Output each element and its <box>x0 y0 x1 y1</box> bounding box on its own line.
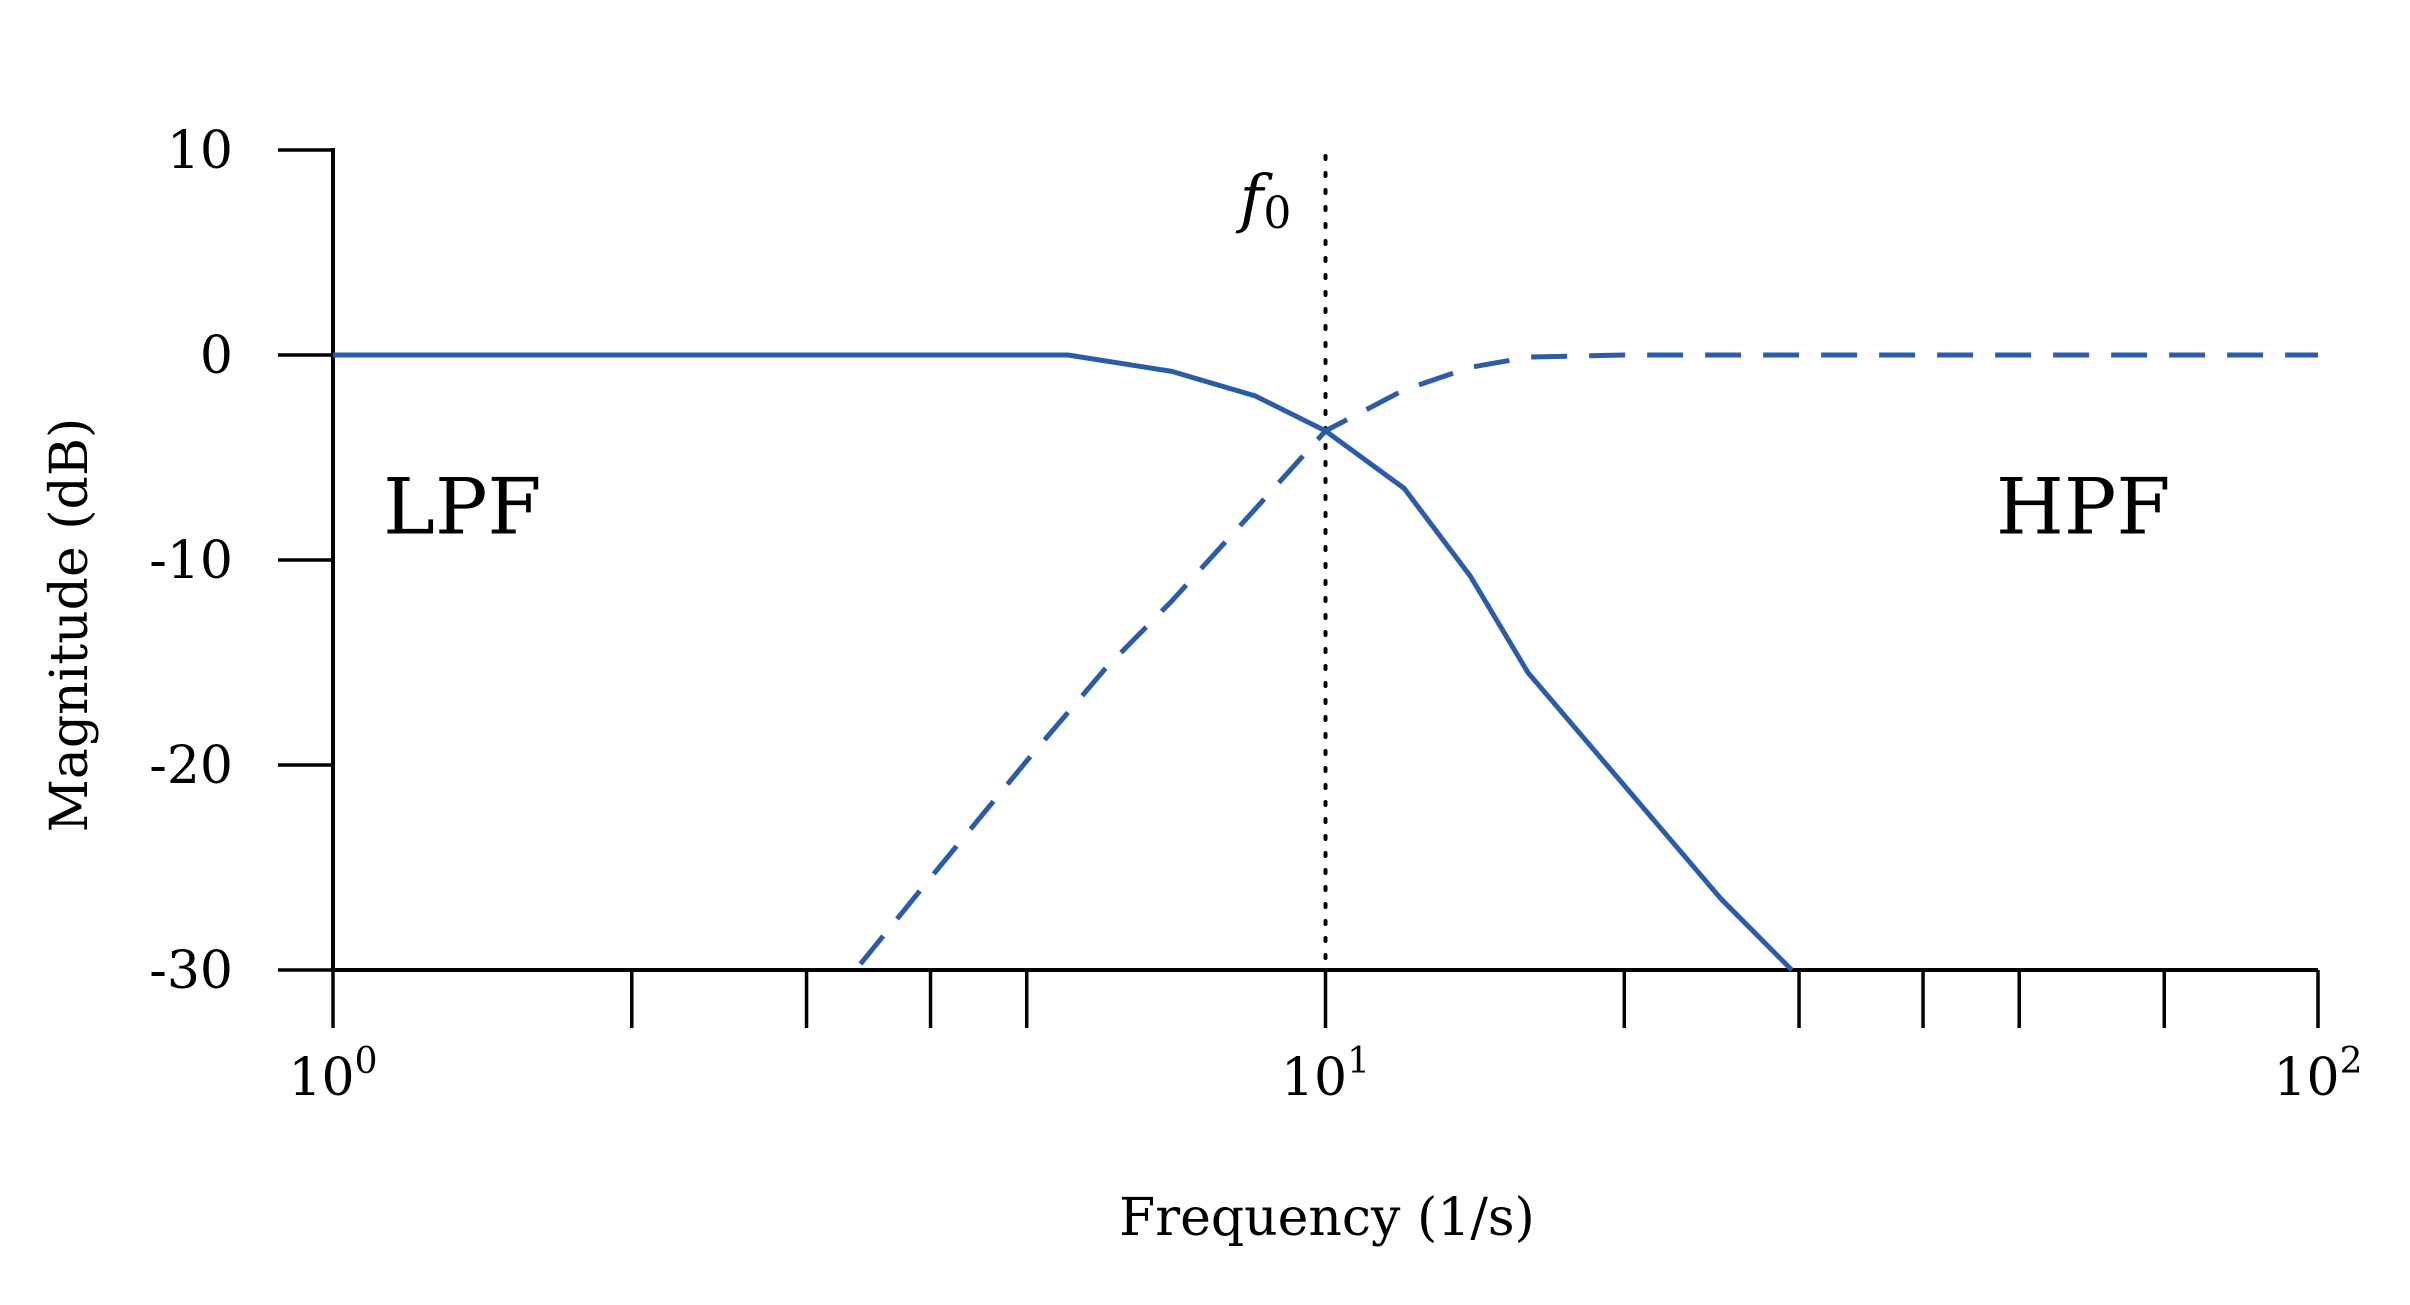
y-tick-label: 0 <box>200 326 233 386</box>
x-axis-label: Frequency (1/s) <box>1119 1188 1535 1248</box>
series-layer <box>333 352 2318 972</box>
x-tick-label: 101 <box>1281 1041 1370 1108</box>
lpf-curve <box>333 352 1794 972</box>
hpf-curve <box>858 352 2318 966</box>
y-tick-label: -20 <box>149 736 233 796</box>
lpf-region-label: LPF <box>383 462 541 552</box>
x-tick-label: 100 <box>288 1041 377 1108</box>
x-tick-label: 102 <box>2273 1041 2362 1108</box>
y-tick-label: -10 <box>149 531 233 591</box>
hpf-region-label: HPF <box>1996 462 2171 552</box>
y-tick-label: 10 <box>167 121 233 181</box>
marker-layer: f0 <box>1236 154 1328 966</box>
f0-marker-label: f0 <box>1236 162 1292 239</box>
y-axis-label: Magnitude (dB) <box>40 418 100 833</box>
y-tick-label: -30 <box>149 941 233 1001</box>
text-layer: Frequency (1/s) Magnitude (dB) LPF HPF <box>40 418 2171 1248</box>
